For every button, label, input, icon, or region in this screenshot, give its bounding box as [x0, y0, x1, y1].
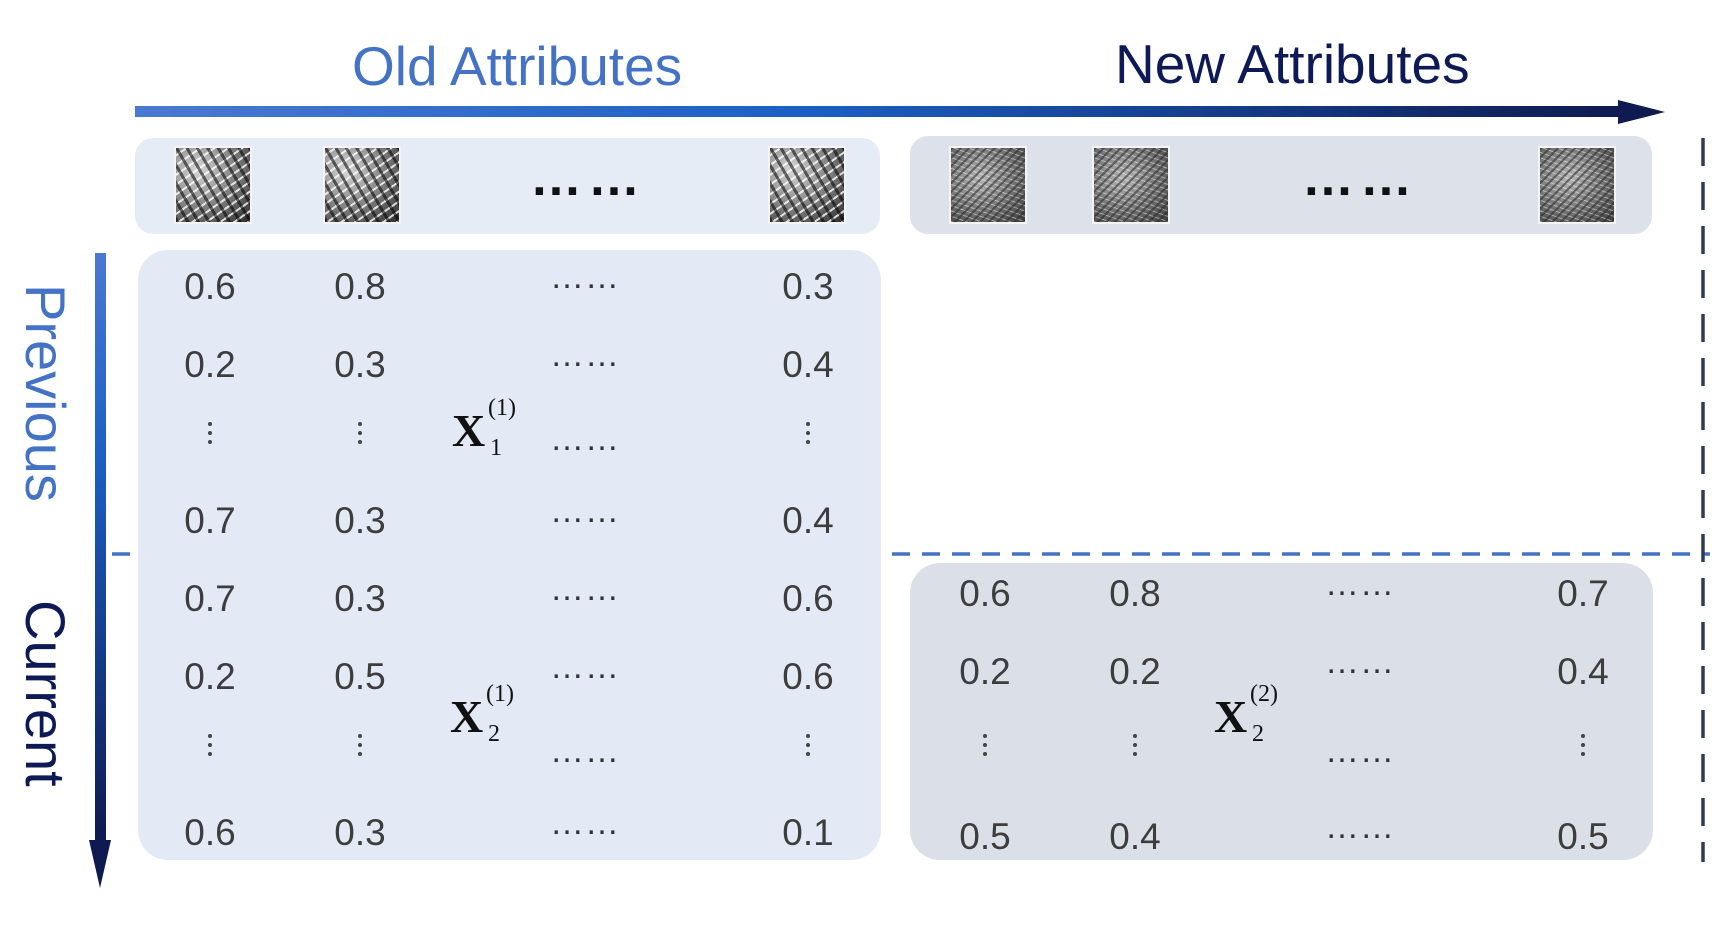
vertical-ellipsis: [805, 422, 811, 449]
matrix-cell: 0.4: [1109, 816, 1161, 857]
matrix-cell: 0.2: [184, 344, 236, 385]
horizontal-ellipsis: ……: [1325, 565, 1395, 603]
matrix-cell: 0.3: [782, 266, 834, 307]
matrix-cell: 0.4: [782, 500, 834, 541]
matrix-cell: 0.8: [1109, 573, 1161, 614]
matrix-cell: 0.2: [1109, 651, 1161, 692]
matrix-cell: 0.4: [1557, 651, 1609, 692]
current-label: Current: [14, 600, 77, 787]
horizontal-ellipsis: ……: [1325, 732, 1395, 770]
vertical-ellipsis: [1132, 734, 1138, 761]
vertical-ellipsis: [357, 422, 363, 449]
new-attributes-title: New Attributes: [1115, 33, 1470, 95]
vertical-ellipsis: [207, 734, 213, 761]
horizontal-ellipsis: ……: [550, 648, 620, 686]
horizontal-ellipsis: ……: [550, 570, 620, 608]
matrix-cell: 0.3: [334, 500, 386, 541]
attribute-arrow-head: [1618, 100, 1665, 124]
horizontal-ellipsis: ……: [550, 492, 620, 530]
texture-thumbnail: [174, 146, 252, 224]
matrix-cell: 0.7: [184, 578, 236, 619]
matrix-cell: 0.6: [782, 656, 834, 697]
matrix-cell: 0.2: [959, 651, 1011, 692]
matrix-cell: 0.3: [334, 344, 386, 385]
matrix-cell: 0.4: [782, 344, 834, 385]
new-attribute-images-panel: ……: [910, 136, 1652, 234]
vertical-ellipsis: [805, 734, 811, 761]
matrix-cell: 0.5: [959, 816, 1011, 857]
vertical-ellipsis: [982, 734, 988, 761]
old-attribute-images-panel: ……: [135, 138, 880, 234]
matrix-cell: 0.5: [1557, 816, 1609, 857]
new-attributes-data-panel: [910, 563, 1653, 860]
horizontal-ellipsis: ……: [550, 336, 620, 374]
matrix-cell: 0.6: [782, 578, 834, 619]
horizontal-ellipsis: ……: [550, 732, 620, 770]
vertical-ellipsis: [357, 734, 363, 761]
matrix-label-x2-1: X (1) 2: [450, 681, 514, 747]
vertical-ellipsis: [207, 422, 213, 449]
matrix-label-x2-2: X (2) 2: [1214, 681, 1278, 747]
attribute-arrow-shaft: [135, 106, 1625, 117]
texture-thumbnail: [1538, 146, 1616, 224]
matrix-cell: 0.6: [184, 812, 236, 853]
matrix-cell: 0.3: [334, 578, 386, 619]
matrix-cell: 0.7: [184, 500, 236, 541]
matrix-cell: 0.2: [184, 656, 236, 697]
matrix-cell: 0.8: [334, 266, 386, 307]
matrix-cell: 0.6: [959, 573, 1011, 614]
texture-thumbnail: [1092, 146, 1170, 224]
horizontal-ellipsis: ……: [550, 804, 620, 842]
texture-thumbnail: [323, 146, 401, 224]
previous-label: Previous: [14, 284, 77, 502]
vertical-ellipsis: [1580, 734, 1586, 761]
texture-thumbnail: [949, 146, 1027, 224]
old-attributes-title: Old Attributes: [352, 35, 683, 97]
thumbnail-ellipsis: ……: [530, 149, 646, 207]
matrix-cell: 0.5: [334, 656, 386, 697]
matrix-label-x1-1: X (1) 1: [452, 395, 516, 461]
horizontal-ellipsis: ……: [1325, 808, 1395, 846]
horizontal-ellipsis: ……: [550, 258, 620, 296]
time-arrow-head: [89, 840, 111, 888]
matrix-cell: 0.6: [184, 266, 236, 307]
time-arrow-shaft: [95, 253, 106, 843]
matrix-cell: 0.3: [334, 812, 386, 853]
matrix-cell: 0.7: [1557, 573, 1609, 614]
horizontal-ellipsis: ……: [550, 420, 620, 458]
matrix-cell: 0.1: [782, 812, 834, 853]
texture-thumbnail: [768, 146, 846, 224]
horizontal-ellipsis: ……: [1325, 643, 1395, 681]
thumbnail-ellipsis: ……: [1302, 149, 1418, 207]
old-attributes-data-panel: [138, 250, 881, 860]
